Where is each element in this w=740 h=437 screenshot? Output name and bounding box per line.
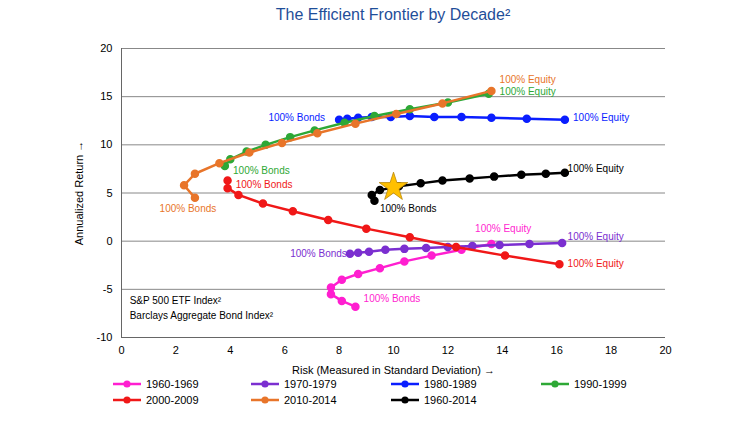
html-text:1970-1979: 1970-1979 xyxy=(284,378,337,390)
svg-text:S&P 500 ETF Index²: S&P 500 ETF Index² xyxy=(130,295,222,306)
html-text:1990-1999: 1990-1999 xyxy=(574,378,627,390)
svg-text:100% Bonds: 100% Bonds xyxy=(236,179,293,190)
svg-text:6: 6 xyxy=(282,344,288,356)
html-text:The Efficient Frontier by Deca: The Efficient Frontier by Decade² xyxy=(275,6,511,23)
svg-text:16: 16 xyxy=(551,344,563,356)
svg-text:0: 0 xyxy=(118,344,124,356)
svg-text:-10: -10 xyxy=(97,331,113,343)
svg-text:100% Bonds: 100% Bonds xyxy=(290,248,347,259)
svg-text:10: 10 xyxy=(387,344,399,356)
html-text:1980-1989: 1980-1989 xyxy=(424,378,477,390)
svg-text:4: 4 xyxy=(227,344,233,356)
svg-text:14: 14 xyxy=(496,344,508,356)
svg-text:100% Bonds: 100% Bonds xyxy=(233,165,290,176)
html-text:1960-1969: 1960-1969 xyxy=(146,378,199,390)
svg-text:0: 0 xyxy=(106,235,112,247)
svg-text:20: 20 xyxy=(659,344,671,356)
svg-text:15: 15 xyxy=(100,90,112,102)
svg-text:-5: -5 xyxy=(103,283,113,295)
html-text:1960-2014: 1960-2014 xyxy=(424,394,477,406)
svg-text:Annualized Return →: Annualized Return → xyxy=(73,141,85,246)
svg-text:100% Equity: 100% Equity xyxy=(500,74,556,85)
svg-text:100% Bonds: 100% Bonds xyxy=(268,112,325,123)
svg-text:20: 20 xyxy=(100,42,112,54)
html-text:2000-2009: 2000-2009 xyxy=(146,394,199,406)
svg-text:100% Equity: 100% Equity xyxy=(568,163,624,174)
svg-text:10: 10 xyxy=(100,138,112,150)
svg-text:Risk (Measured in Standard Dev: Risk (Measured in Standard Deviation) → xyxy=(292,364,495,376)
svg-text:100% Equity: 100% Equity xyxy=(568,258,624,269)
svg-text:100% Equity: 100% Equity xyxy=(475,223,531,234)
svg-text:100% Bonds: 100% Bonds xyxy=(160,203,217,214)
svg-text:100% Equity: 100% Equity xyxy=(500,86,556,97)
svg-text:8: 8 xyxy=(336,344,342,356)
svg-text:100% Bonds: 100% Bonds xyxy=(380,203,437,214)
svg-text:100% Equity: 100% Equity xyxy=(573,112,629,123)
html-text:2010-2014: 2010-2014 xyxy=(284,394,337,406)
svg-text:2: 2 xyxy=(173,344,179,356)
svg-text:100% Equity: 100% Equity xyxy=(568,231,624,242)
svg-text:18: 18 xyxy=(605,344,617,356)
svg-text:5: 5 xyxy=(106,187,112,199)
svg-text:100% Bonds: 100% Bonds xyxy=(364,293,421,304)
svg-text:Barclays Aggregate Bond Index²: Barclays Aggregate Bond Index² xyxy=(130,310,274,321)
svg-text:12: 12 xyxy=(442,344,454,356)
